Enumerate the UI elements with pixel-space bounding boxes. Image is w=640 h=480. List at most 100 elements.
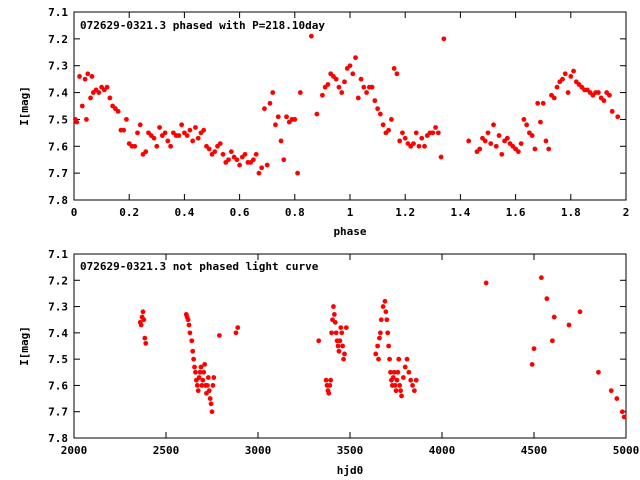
data-point (137, 122, 143, 128)
data-point (499, 151, 505, 157)
x-tick-label: 0.6 (230, 206, 250, 219)
x-tick-labels: 0 0.2 0.4 0.6 0.8 1 1.2 1.4 1.6 1.8 2 (71, 206, 630, 219)
y-tick-label: 7.2 (48, 274, 68, 287)
data-point (124, 117, 129, 122)
y-tick-label: 7.1 (48, 6, 68, 19)
data-point (388, 369, 393, 375)
data-point (82, 76, 88, 82)
data-point (551, 314, 557, 320)
x-tick-label: 2000 (61, 444, 88, 457)
data-point (205, 375, 211, 380)
y-tick-label: 7.7 (48, 167, 68, 180)
data-point (323, 377, 329, 383)
data-point (402, 364, 408, 370)
data-point (135, 130, 140, 136)
data-point (162, 130, 168, 136)
data-point (284, 114, 289, 120)
data-point (568, 74, 574, 79)
data-point (339, 330, 345, 336)
data-point (199, 383, 205, 388)
data-point (377, 335, 382, 341)
data-point (342, 351, 347, 357)
data-point (193, 369, 198, 375)
data-point (493, 143, 499, 149)
data-point (364, 90, 369, 95)
data-point (270, 90, 276, 95)
data-point (195, 135, 201, 141)
data-point (378, 317, 384, 323)
y-tick-labels: 7.1 7.2 7.3 7.4 7.5 7.6 7.7 7.8 (48, 248, 68, 445)
x-tick-label: 5000 (613, 444, 640, 457)
data-point (518, 141, 524, 147)
y-tick-label: 7.1 (48, 248, 68, 261)
y-axis-label: I[mag] (18, 86, 31, 126)
data-point (235, 325, 241, 330)
data-point (96, 90, 102, 95)
data-point (132, 143, 138, 149)
data-point (234, 157, 240, 163)
data-point (187, 330, 193, 336)
data-point (560, 76, 565, 82)
data-point (209, 409, 215, 415)
x-tick-label: 0.2 (119, 206, 139, 219)
data-point (413, 377, 419, 383)
data-point (391, 369, 397, 375)
data-point (565, 90, 571, 95)
data-point (267, 100, 273, 106)
data-point (89, 74, 95, 79)
data-point (441, 36, 447, 42)
data-point (394, 377, 400, 383)
data-point (201, 127, 207, 133)
data-point (195, 388, 201, 394)
data-point (237, 162, 243, 168)
y-tick-labels: 7.1 7.2 7.3 7.4 7.5 7.6 7.7 7.8 (48, 6, 68, 207)
data-point (496, 133, 502, 138)
data-point (411, 141, 416, 147)
data-point (538, 275, 544, 281)
data-point (211, 375, 217, 380)
data-point (515, 149, 521, 155)
x-tick-label: 1.6 (506, 206, 526, 219)
data-point (397, 383, 403, 388)
data-point (372, 98, 378, 104)
data-point (543, 138, 549, 144)
data-point (189, 338, 195, 344)
data-point (308, 33, 314, 39)
data-point (337, 338, 343, 344)
data-point (140, 309, 146, 315)
data-point (482, 138, 488, 144)
y-tick-label: 7.6 (48, 140, 68, 153)
x-tick-labels: 2000 2500 3000 3500 4000 4500 5000 (61, 444, 640, 457)
data-point (228, 149, 234, 155)
phased-light-curve-chart: 0 0.2 0.4 0.6 0.8 1 1.2 1.4 1.6 1.8 2 7.1 7.2 7.3 7.4… (18, 6, 629, 238)
data-point (141, 317, 147, 323)
data-point (529, 133, 535, 138)
data-point (355, 95, 361, 101)
data-point (259, 165, 265, 171)
x-tick-label: 2500 (153, 444, 180, 457)
y-tick-label: 7.8 (48, 194, 68, 207)
data-point (406, 369, 412, 375)
data-point (212, 149, 218, 155)
y-tick-label: 7.4 (48, 327, 68, 340)
data-point (194, 383, 200, 388)
data-point (607, 92, 612, 98)
data-point (297, 90, 303, 95)
data-point (614, 396, 620, 401)
data-point (273, 122, 278, 128)
data-point (176, 133, 182, 138)
data-point (327, 383, 333, 388)
data-point (197, 369, 203, 375)
data-point (107, 95, 113, 101)
data-point (380, 122, 386, 128)
chart-title: 072629-0321.3 not phased light curve (80, 260, 319, 273)
data-point (142, 335, 148, 341)
data-point (326, 390, 332, 396)
data-point (380, 304, 386, 309)
data-point (281, 157, 287, 163)
data-point (410, 383, 415, 388)
data-point (202, 362, 208, 367)
data-point (491, 122, 496, 128)
data-point (404, 356, 410, 362)
